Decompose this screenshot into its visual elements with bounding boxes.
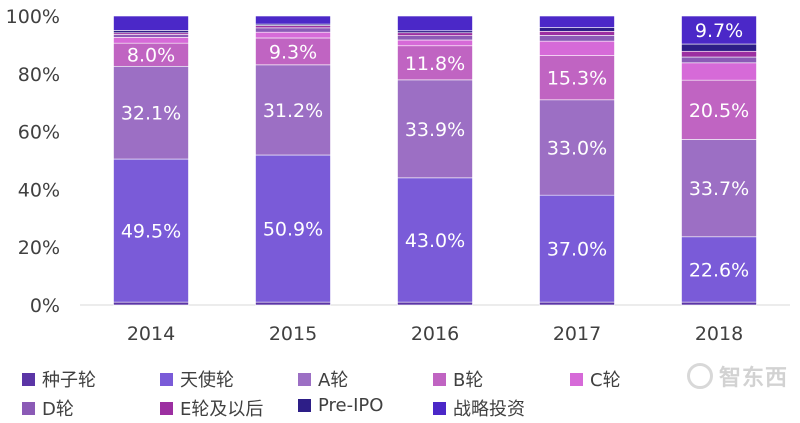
data-label: 31.2%: [263, 100, 323, 122]
bar-segment: [681, 301, 757, 306]
bar-segment: [397, 35, 473, 41]
bar-segment: [113, 301, 189, 306]
x-tick-label: 2014: [127, 323, 175, 345]
data-label: 22.6%: [689, 259, 749, 281]
data-label: 37.0%: [547, 239, 607, 261]
bar-segment: [397, 30, 473, 34]
x-tick-label: 2018: [695, 323, 743, 345]
bar-segment: [113, 15, 189, 31]
data-label: 50.9%: [263, 219, 323, 241]
data-label: 20.5%: [689, 100, 749, 122]
bar-segment: [681, 43, 757, 52]
bar-segment: [681, 56, 757, 64]
data-label: 49.5%: [121, 221, 181, 243]
bar-segment: [113, 30, 189, 34]
bar-segment: [397, 177, 473, 303]
data-label: 9.7%: [695, 20, 743, 42]
bar-segment: [539, 301, 615, 306]
x-tick-label: 2017: [553, 323, 601, 345]
bar-segment: [681, 15, 757, 45]
bar-segment: [255, 25, 331, 29]
bar-segment: [255, 37, 331, 66]
bar-segment: [255, 301, 331, 306]
bar-segment: [539, 194, 615, 303]
bar-segment: [539, 55, 615, 101]
y-tick-label: 20%: [18, 237, 60, 259]
bar-segment: [681, 236, 757, 303]
data-label: 33.9%: [405, 119, 465, 141]
bar-segment: [397, 39, 473, 47]
bar-segment: [397, 301, 473, 306]
bar-segment: [255, 27, 331, 33]
bar-segment: [539, 27, 615, 32]
x-tick-label: 2016: [411, 323, 459, 345]
bar-segment: [681, 62, 757, 81]
bar-segment: [113, 158, 189, 303]
data-label: 8.0%: [127, 45, 175, 67]
watermark-text: 智东西: [718, 366, 788, 391]
y-tick-label: 80%: [18, 64, 60, 86]
bar-segment: [255, 154, 331, 303]
data-label: 33.7%: [689, 178, 749, 200]
bar-segment: [397, 79, 473, 179]
bar-segment: [539, 15, 615, 28]
bar-segment: [539, 40, 615, 56]
bar-segment: [255, 31, 331, 39]
x-tick-label: 2015: [269, 323, 317, 345]
bar-segment: [397, 45, 473, 81]
bar-segment: [113, 34, 189, 38]
y-tick-label: 0%: [30, 295, 60, 317]
watermark-logo-icon: [686, 363, 713, 389]
bar-segment: [539, 31, 615, 36]
bar-segment: [113, 65, 189, 160]
bar-segment: [539, 99, 615, 196]
bar-segment: [397, 32, 473, 36]
data-label: 11.8%: [405, 53, 465, 75]
bar-segment: [681, 139, 757, 238]
data-label: 33.0%: [547, 137, 607, 159]
bar-segment: [397, 15, 473, 32]
data-label: 32.1%: [121, 103, 181, 125]
watermark: 智东西: [686, 360, 788, 392]
bar-segment: [255, 64, 331, 156]
y-tick-label: 60%: [18, 122, 60, 144]
bar-segment: [681, 50, 757, 58]
y-tick-label: 100%: [6, 6, 60, 28]
data-label: 9.3%: [269, 41, 317, 63]
data-label: 43.0%: [405, 230, 465, 252]
y-tick-label: 40%: [18, 179, 60, 201]
bar-segment: [539, 35, 615, 42]
bar-segment: [681, 79, 757, 140]
bar-segment: [255, 15, 331, 25]
bar-segment: [113, 37, 189, 44]
data-label: 15.3%: [547, 68, 607, 90]
